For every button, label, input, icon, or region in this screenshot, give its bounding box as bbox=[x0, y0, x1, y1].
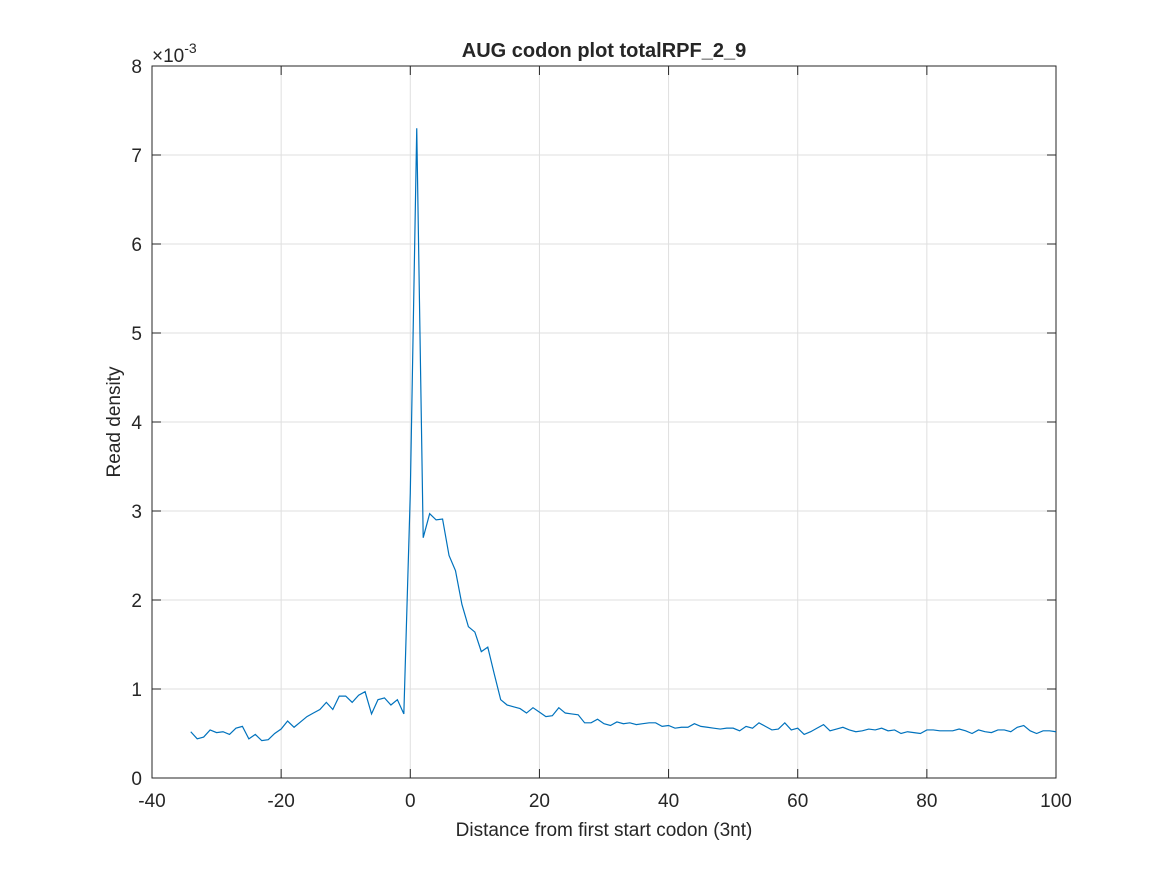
multiplier-base: ×10 bbox=[152, 46, 184, 67]
y-tick-label: 7 bbox=[131, 146, 142, 167]
y-tick-label: 0 bbox=[131, 769, 142, 790]
x-tick-label: 100 bbox=[1040, 791, 1072, 812]
multiplier-exponent: -3 bbox=[184, 40, 197, 56]
x-tick-label: 40 bbox=[658, 791, 679, 812]
x-tick-label: 0 bbox=[405, 791, 416, 812]
y-tick-label: 6 bbox=[131, 235, 142, 256]
y-tick-label: 3 bbox=[131, 502, 142, 523]
y-tick-label: 2 bbox=[131, 591, 142, 612]
x-tick-label: -20 bbox=[267, 791, 294, 812]
y-tick-label: 8 bbox=[131, 57, 142, 78]
y-multiplier: ×10-3 bbox=[152, 40, 197, 67]
x-tick-label: 80 bbox=[916, 791, 937, 812]
x-tick-label: 60 bbox=[787, 791, 808, 812]
chart-title: AUG codon plot totalRPF_2_9 bbox=[462, 40, 746, 62]
y-tick-label: 4 bbox=[131, 413, 142, 434]
x-axis-label: Distance from first start codon (3nt) bbox=[456, 820, 753, 841]
y-tick-label: 1 bbox=[131, 680, 142, 701]
x-tick-label: 20 bbox=[529, 791, 550, 812]
x-tick-label: -40 bbox=[138, 791, 165, 812]
data-line bbox=[190, 128, 1057, 742]
y-tick-label: 5 bbox=[131, 324, 142, 345]
plot-frame bbox=[151, 65, 1057, 779]
y-axis-label: Read density bbox=[104, 366, 125, 477]
